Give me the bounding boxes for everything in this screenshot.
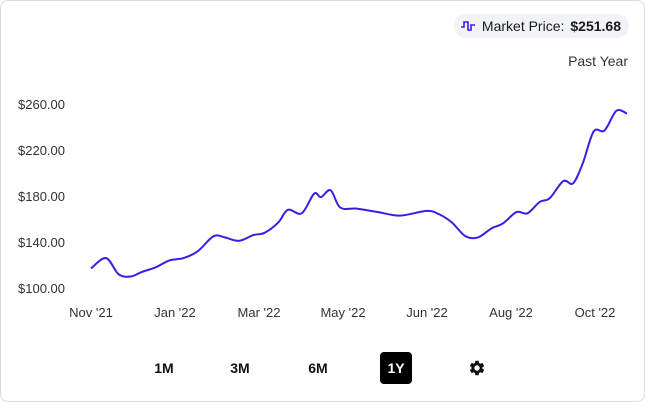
range-label: Past Year — [568, 53, 628, 69]
range-button-3m[interactable]: 3M — [230, 360, 250, 376]
range-button-6m[interactable]: 6M — [308, 360, 328, 376]
x-tick-label: Nov '21 — [69, 305, 113, 320]
legend-label: Market Price: — [481, 18, 565, 34]
range-button-group: 1M 3M 6M 1Y — [0, 352, 645, 384]
line-series-icon — [460, 19, 476, 33]
price-line-chart: $260.00 $220.00 $180.00 $140.00 $100.00 Nov '… — [18, 97, 628, 320]
legend-value: $251.68 — [570, 18, 621, 34]
x-tick-label: Mar '22 — [238, 305, 281, 320]
y-tick-label: $140.00 — [18, 235, 65, 250]
x-tick-label: Aug '22 — [489, 305, 533, 320]
series-line-market-price — [90, 109, 628, 278]
legend-badge: Market Price: $251.68 — [453, 14, 629, 38]
x-tick-label: Oct '22 — [575, 305, 616, 320]
y-tick-label: $220.00 — [18, 143, 65, 158]
y-tick-label: $180.00 — [18, 189, 65, 204]
gear-icon[interactable] — [468, 359, 486, 377]
x-tick-label: Jun '22 — [406, 305, 448, 320]
x-tick-label: Jan '22 — [154, 305, 196, 320]
range-button-1m[interactable]: 1M — [154, 360, 174, 376]
y-tick-label: $100.00 — [18, 281, 65, 296]
range-button-1y[interactable]: 1Y — [380, 352, 412, 384]
x-tick-label: May '22 — [320, 305, 365, 320]
y-tick-label: $260.00 — [18, 97, 65, 112]
